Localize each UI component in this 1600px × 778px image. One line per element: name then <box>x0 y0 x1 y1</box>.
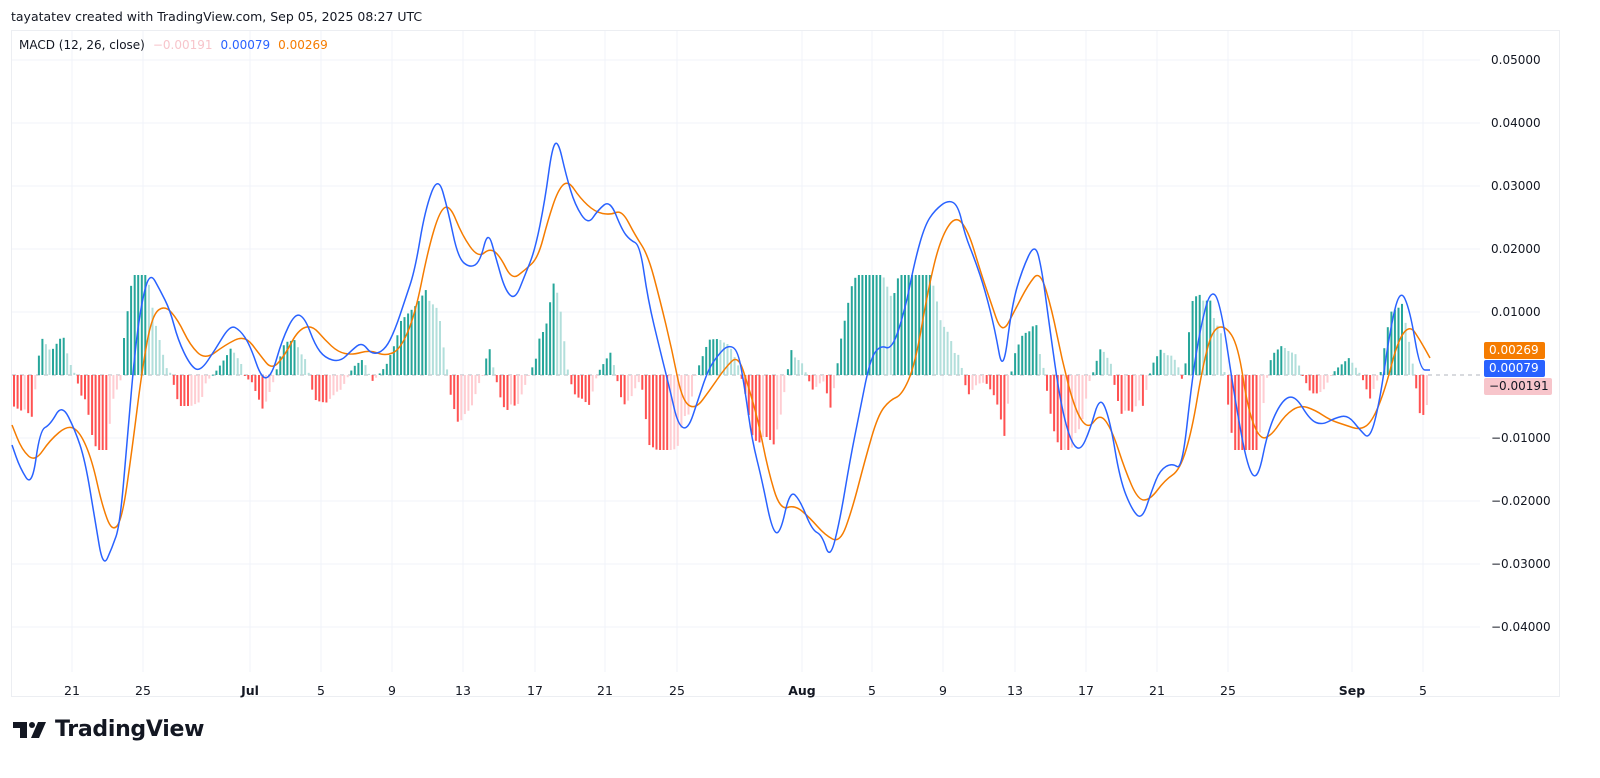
x-axis-tick: Aug <box>788 683 816 698</box>
y-axis-tick: −0.01000 <box>1491 431 1551 445</box>
signal-line <box>11 182 1431 541</box>
histogram-bars <box>13 275 1428 450</box>
y-axis-tick: 0.04000 <box>1491 116 1541 130</box>
x-axis-tick: 9 <box>388 683 396 698</box>
x-axis-tick: 21 <box>1149 683 1165 698</box>
x-axis-tick: 5 <box>317 683 325 698</box>
x-axis-tick: 13 <box>1007 683 1023 698</box>
y-axis-tick: −0.02000 <box>1491 494 1551 508</box>
histogram-value: −0.00191 <box>152 38 213 52</box>
x-axis-tick: 25 <box>669 683 685 698</box>
indicator-legend[interactable]: MACD (12, 26, close) −0.00191 0.00079 0.… <box>19 38 328 52</box>
macd-line <box>11 142 1430 562</box>
x-axis-tick: 21 <box>64 683 80 698</box>
x-axis-tick: 17 <box>527 683 543 698</box>
y-axis-tick: 0.03000 <box>1491 179 1541 193</box>
x-axis-tick: 21 <box>597 683 613 698</box>
tradingview-logo-text: TradingView <box>55 717 205 742</box>
signal-price-tag: 0.00269 <box>1484 342 1545 359</box>
tradingview-logo[interactable]: TradingView <box>13 717 204 742</box>
y-axis-tick: −0.04000 <box>1491 620 1551 634</box>
histogram-price-tag: −0.00191 <box>1484 378 1552 395</box>
x-axis-tick: 5 <box>868 683 876 698</box>
macd-value: 0.00079 <box>220 38 271 52</box>
x-axis-tick: 13 <box>455 683 471 698</box>
indicator-name[interactable]: MACD (12, 26, close) <box>19 38 145 52</box>
y-axis-tick: 0.05000 <box>1491 53 1541 67</box>
y-axis-tick: −0.03000 <box>1491 557 1551 571</box>
grid-lines <box>12 31 1480 672</box>
x-axis-tick: 9 <box>939 683 947 698</box>
y-axis-tick: 0.01000 <box>1491 305 1541 319</box>
y-axis-tick: 0.02000 <box>1491 242 1541 256</box>
attribution-text: tayatatev created with TradingView.com, … <box>11 9 423 24</box>
x-axis-tick: 5 <box>1419 683 1427 698</box>
x-axis-tick: Jul <box>241 683 259 698</box>
macd-price-tag: 0.00079 <box>1484 360 1545 377</box>
signal-value: 0.00269 <box>278 38 328 52</box>
x-axis-tick: 17 <box>1078 683 1094 698</box>
x-axis-tick: Sep <box>1338 683 1366 698</box>
chart-pane[interactable] <box>11 30 1560 697</box>
x-axis-tick: 25 <box>135 683 151 698</box>
x-axis-tick: 25 <box>1220 683 1236 698</box>
tradingview-logo-icon <box>13 721 46 738</box>
